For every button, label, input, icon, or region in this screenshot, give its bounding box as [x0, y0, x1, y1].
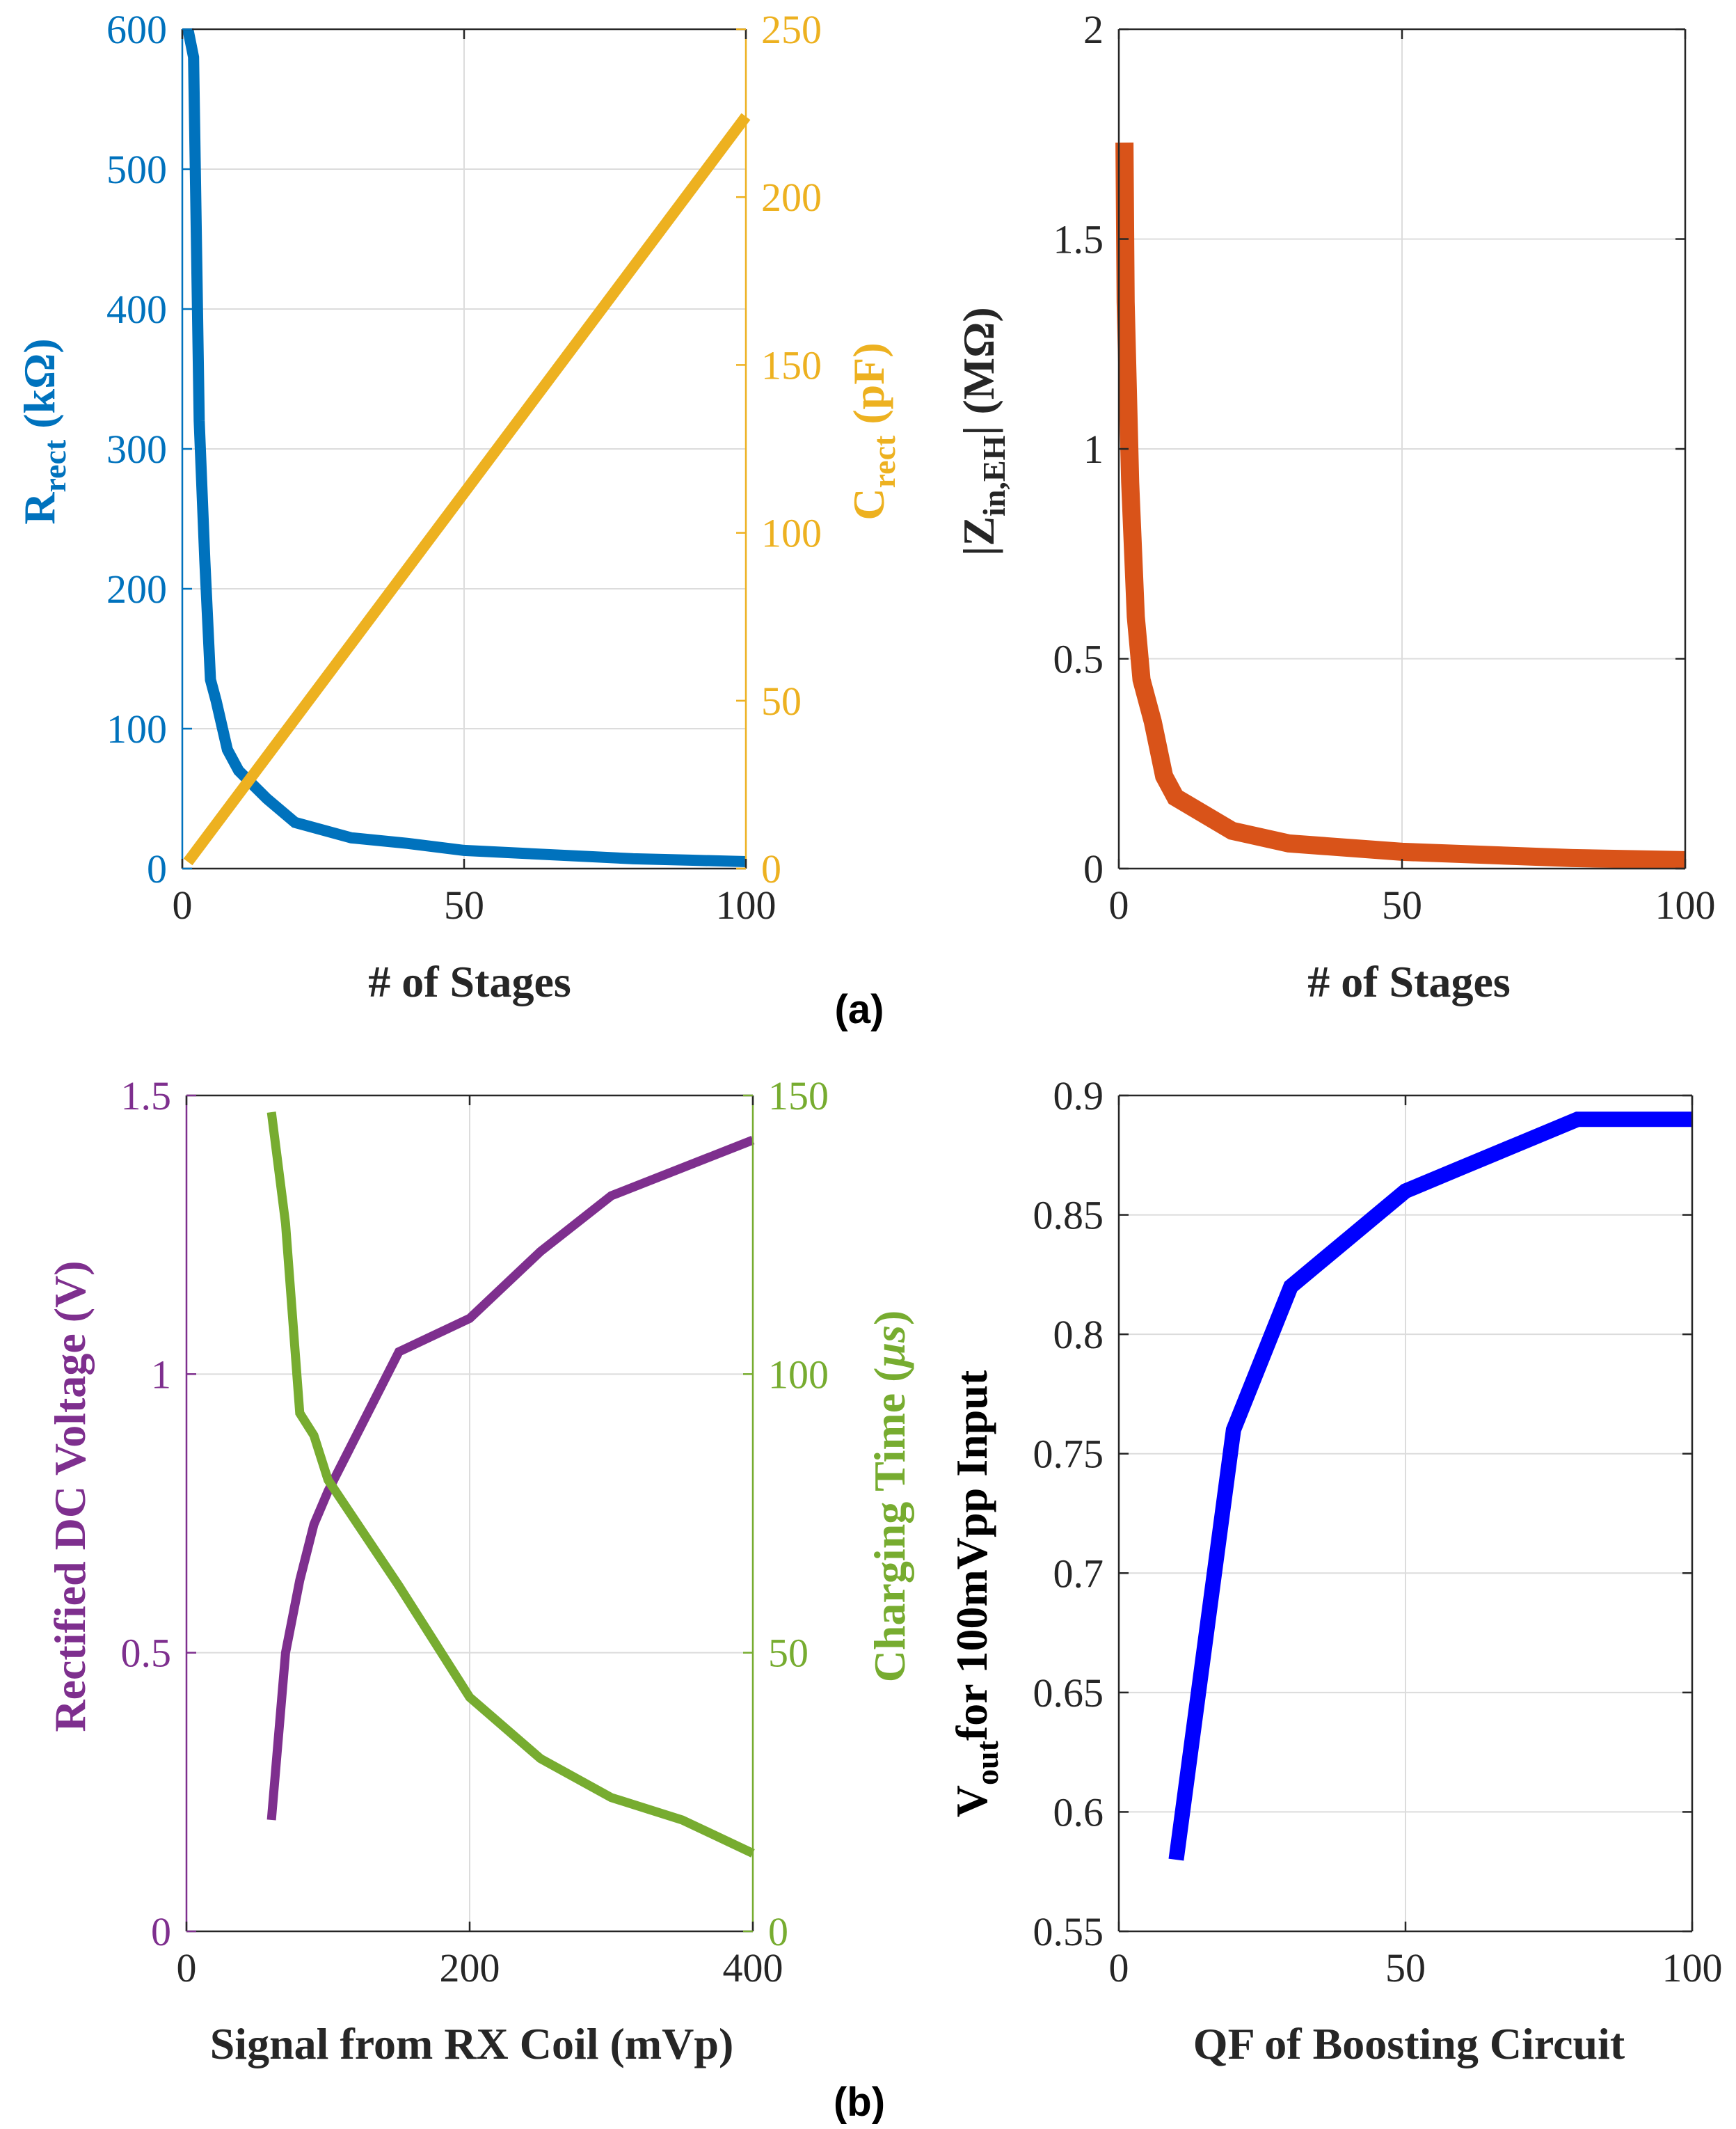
- x-tick-label: 50: [1385, 1945, 1426, 1991]
- grid: [1119, 29, 1685, 869]
- y-axis-label-right: Charging Time (μs): [865, 1311, 914, 1683]
- y-axis-label-left-rest: (kΩ): [15, 338, 64, 439]
- series-line-charging-time: [266, 1111, 755, 1858]
- y-tick-label-left: 0.5: [1053, 637, 1104, 682]
- y-tick-label-left: 500: [106, 147, 167, 192]
- x-axis-label: Signal from RX Coil (mVp): [210, 2019, 734, 2068]
- y-axis-label-left-sub: rect: [37, 439, 72, 492]
- x-tick-label: 100: [1662, 1945, 1723, 1991]
- y-tick-label-left: 0.5: [121, 1631, 172, 1676]
- y-axis-label-right-main: Charging Time (: [865, 1368, 914, 1683]
- grid: [186, 1095, 753, 1931]
- y-tick-label-left: 0.6: [1053, 1789, 1104, 1835]
- x-tick-label: 50: [1382, 883, 1422, 928]
- y-tick-label-right: 50: [761, 679, 802, 724]
- panel-label-b: (b): [834, 2080, 885, 2125]
- y-axis-label-left: |Zin,EH| (MΩ): [954, 307, 1012, 555]
- x-axis-label: QF of Boosting Circuit: [1193, 2019, 1625, 2068]
- y-axis-label-left-sub: in,EH: [976, 435, 1012, 516]
- y-axis-label-right-rest: ): [865, 1311, 914, 1325]
- series-layer: [1168, 1111, 1692, 1861]
- y-tick-label-left: 0.65: [1033, 1670, 1104, 1716]
- y-tick-label-left: 0: [151, 1909, 171, 1954]
- x-tick-label: 400: [723, 1945, 783, 1991]
- chart-a-left: 0 50 1000100200300400500600050100150200250…: [15, 7, 902, 1006]
- y-axis-label-right: Crect (pF): [844, 342, 902, 520]
- y-axis-label-left-pre: |Z: [954, 516, 1003, 556]
- y-tick-label-left: 400: [106, 287, 167, 332]
- series-line-c-rect: [183, 113, 751, 866]
- y-tick-label-right: 100: [761, 511, 822, 556]
- y-axis-label-left-rest: for 100mVpp Input: [947, 1370, 996, 1741]
- y-axis-label-right-main: C: [844, 488, 893, 520]
- chart-a-right: 0 50 100 0 0.5 1 1.5 2 # of Stages |Zin,EH| (MΩ…: [954, 7, 1716, 1006]
- x-tick-label: 0: [1109, 1945, 1129, 1991]
- x-tick-label: 0: [1109, 883, 1129, 928]
- y-tick-label-left: 1: [151, 1352, 171, 1397]
- ticks: 0 50 100 0.55 0.6 0.65 0.7 0.75 0.8 0.85 0.9: [1033, 1073, 1723, 1991]
- ticks: 0 50 100 0 0.5 1 1.5 2: [1053, 7, 1716, 928]
- y-axis-label-left-rest: | (MΩ): [954, 307, 1003, 435]
- panel-label-a: (a): [835, 987, 884, 1032]
- y-tick-label-right: 0: [761, 846, 781, 892]
- y-tick-label-right: 200: [761, 175, 822, 220]
- x-tick-label: 100: [1655, 883, 1716, 928]
- y-tick-label-left: 0.85: [1033, 1193, 1104, 1238]
- x-tick-label: 0: [177, 1945, 197, 1991]
- y-tick-label-right: 250: [761, 7, 822, 52]
- y-tick-label-left: 300: [106, 427, 167, 472]
- chart-b-right: 0 50 100 0.55 0.6 0.65 0.7 0.75 0.8 0.85 0.9 QF of…: [947, 1073, 1723, 2068]
- y-axis-label-left-sub: out: [969, 1740, 1005, 1785]
- y-tick-label-left: 0.7: [1053, 1551, 1104, 1596]
- y-axis-label-left: Voutfor 100mVpp Input: [947, 1370, 1005, 1817]
- grid: [1119, 1095, 1692, 1931]
- y-tick-label-left: 0: [147, 846, 167, 892]
- y-axis-label-left-main: V: [947, 1785, 996, 1817]
- grid: [182, 29, 746, 869]
- series-line--z-in-eh-: [1115, 142, 1686, 869]
- series-line-r-rect: [182, 28, 747, 867]
- y-tick-label-left: 1: [1083, 427, 1104, 472]
- y-tick-label-left: 0.8: [1053, 1312, 1104, 1357]
- y-tick-label-left: 0.9: [1053, 1073, 1104, 1118]
- y-tick-label-left: 200: [106, 567, 167, 612]
- series-layer: [1115, 142, 1686, 869]
- x-axis-label: # of Stages: [1307, 957, 1511, 1006]
- series-line-rectified-dc-voltage: [266, 1136, 755, 1821]
- series-line-vout: [1168, 1111, 1692, 1861]
- y-tick-label-right: 50: [768, 1631, 809, 1676]
- x-tick-label: 100: [716, 883, 777, 928]
- x-tick-label: 200: [440, 1945, 500, 1991]
- y-axis-label-left: Rectified DC Voltage (V): [45, 1260, 95, 1732]
- y-tick-label-left: 1.5: [1053, 217, 1104, 262]
- y-tick-label-right: 150: [761, 342, 822, 388]
- x-tick-label: 50: [444, 883, 484, 928]
- y-tick-label-right: 150: [768, 1073, 829, 1118]
- y-tick-label-left: 100: [106, 706, 167, 752]
- y-axis-label-right-mu: μs: [865, 1325, 914, 1370]
- y-tick-label-left: 0.75: [1033, 1432, 1104, 1477]
- y-tick-label-right: 0: [768, 1909, 788, 1954]
- y-tick-label-left: 0: [1083, 846, 1104, 892]
- y-tick-label-left: 2: [1083, 7, 1104, 52]
- series-layer: [266, 1111, 755, 1858]
- y-tick-label-left: 600: [106, 7, 167, 52]
- x-axis-label: # of Stages: [368, 957, 571, 1006]
- y-tick-label-left: 1.5: [121, 1073, 172, 1118]
- series-layer: [182, 28, 751, 867]
- x-tick-label: 0: [173, 883, 193, 928]
- y-tick-label-left: 0.55: [1033, 1909, 1104, 1954]
- y-axis-label-left: Rrect (kΩ): [15, 338, 72, 524]
- y-axis-label-left-main: R: [15, 492, 64, 525]
- y-tick-label-right: 100: [768, 1352, 829, 1397]
- y-axis-label-right-rest: (pF): [844, 342, 893, 435]
- y-axis-label-right-sub: rect: [866, 435, 902, 488]
